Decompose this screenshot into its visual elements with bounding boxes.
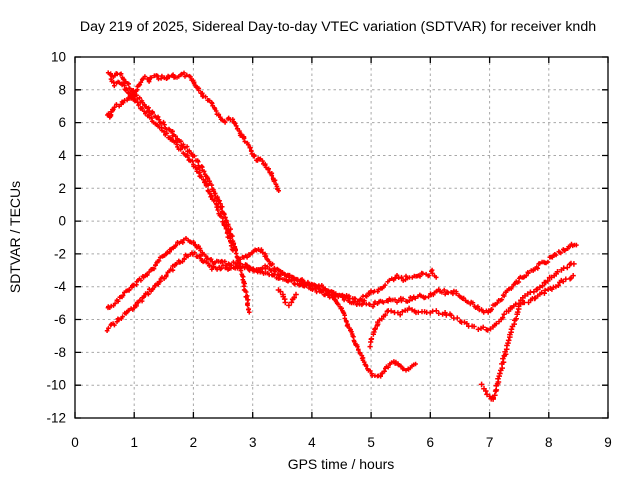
traces [104, 70, 579, 402]
y-axis-label: SDTVAR / TECUs [7, 181, 23, 293]
y-tick-label: 4 [58, 148, 66, 163]
x-tick-label: 9 [604, 435, 612, 450]
x-tick-label: 3 [249, 435, 257, 450]
trace-arc-steep-1 [105, 70, 252, 315]
x-tick-label: 0 [71, 435, 79, 450]
trace-arc-steep-2 [108, 76, 236, 253]
trace-arc-deep-5 [243, 262, 418, 379]
x-tick-label: 4 [308, 435, 316, 450]
trace-arc-short-check [275, 287, 299, 309]
trace-arc-high [105, 70, 281, 193]
chart-title: Day 219 of 2025, Sidereal Day-to-day VTE… [80, 19, 596, 35]
y-tick-label: 8 [58, 82, 66, 97]
y-tick-label: -4 [54, 279, 66, 294]
axis-ticks [74, 56, 609, 419]
x-tick-label: 1 [130, 435, 138, 450]
y-tick-label: 2 [58, 181, 66, 196]
y-tick-label: -8 [54, 345, 66, 360]
x-axis-label: GPS time / hours [288, 456, 395, 472]
x-tick-label: 2 [190, 435, 198, 450]
y-tick-label: 0 [58, 214, 66, 229]
x-tick-label: 7 [486, 435, 494, 450]
grid-lines [75, 57, 608, 418]
y-tick-label: -6 [54, 312, 66, 327]
y-tick-label: -10 [46, 378, 66, 393]
plot-border [74, 56, 609, 419]
tick-labels: 0 1 2 3 4 5 6 7 8 9 -12 -10 -8 -6 -4 -2 0 2 4 6 8 10 [46, 50, 611, 451]
x-tick-label: 8 [545, 435, 553, 450]
y-tick-label: -12 [46, 411, 66, 426]
trace-arc-mid-rise [367, 273, 576, 350]
x-tick-label: 6 [427, 435, 435, 450]
y-tick-label: 6 [58, 115, 66, 130]
y-tick-label: 10 [51, 50, 66, 65]
trace-arc-deep-7 [478, 260, 577, 402]
y-tick-label: -2 [54, 246, 66, 261]
x-tick-label: 5 [367, 435, 375, 450]
